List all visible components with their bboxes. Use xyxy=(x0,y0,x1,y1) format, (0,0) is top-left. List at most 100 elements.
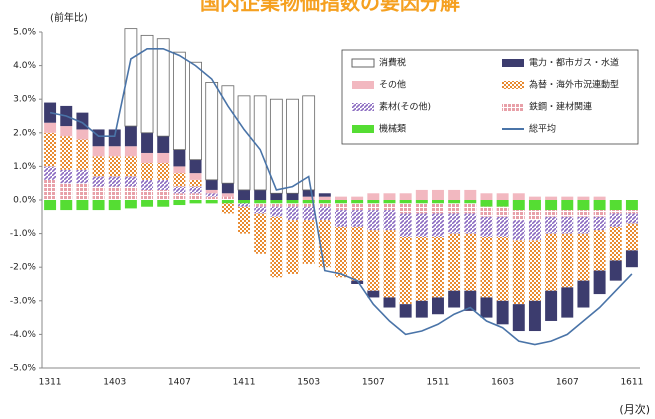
bar-segment xyxy=(221,183,234,194)
bar-segment xyxy=(351,226,364,281)
bar-segment xyxy=(157,200,170,207)
bar-segment xyxy=(141,189,154,200)
bar-segment xyxy=(480,206,493,217)
bar-segment xyxy=(415,189,428,200)
bar-segment xyxy=(157,163,170,180)
bar-segment xyxy=(124,200,137,209)
bar-segment xyxy=(76,183,89,200)
bar-segment xyxy=(431,236,444,298)
legend-label: その他 xyxy=(379,79,406,91)
bar-segment xyxy=(383,193,396,200)
bar-segment xyxy=(302,189,315,197)
x-tick-label: 1411 xyxy=(233,378,256,388)
bar-segment xyxy=(625,200,638,211)
bar-segment xyxy=(496,236,509,301)
bar-segment xyxy=(60,169,73,184)
bar-segment xyxy=(157,189,170,200)
bar-segment xyxy=(528,200,541,211)
y-tick-label: -2.0% xyxy=(10,263,37,273)
bar-segment xyxy=(286,206,299,221)
bar-segment xyxy=(302,95,316,191)
bar-segment xyxy=(528,220,541,241)
y-tick-label: 3.0% xyxy=(13,95,36,105)
x-tick-label: 1503 xyxy=(297,378,320,388)
bar-segment xyxy=(496,216,509,237)
bar-segment xyxy=(270,203,283,207)
bar-segment xyxy=(189,159,202,174)
bar-segment xyxy=(221,193,234,197)
bar-segment xyxy=(496,193,509,200)
bar-segment xyxy=(124,126,137,147)
bar-segment xyxy=(415,203,428,214)
legend-swatch xyxy=(352,125,374,133)
bar-segment xyxy=(464,200,477,204)
bar-segment xyxy=(173,193,186,200)
bar-segment xyxy=(286,200,299,204)
bar-segment xyxy=(108,146,121,157)
bar-segment xyxy=(512,193,525,200)
bar-segment xyxy=(399,193,412,200)
bar-segment xyxy=(545,210,558,217)
bar-segment xyxy=(577,280,590,308)
bar-segment xyxy=(545,196,558,200)
legend-label: 機械類 xyxy=(379,123,406,135)
bar-segment xyxy=(593,200,606,211)
bar-segment xyxy=(448,213,461,234)
bar-segment xyxy=(609,260,622,281)
bar-segment xyxy=(124,156,137,177)
bar-segment xyxy=(189,61,202,161)
bar-segment xyxy=(302,220,315,264)
bar-segment xyxy=(448,203,461,214)
bar-segment xyxy=(254,203,267,207)
bar-segment xyxy=(431,200,444,204)
x-tick-label: 1511 xyxy=(427,378,450,388)
bar-segment xyxy=(561,196,574,200)
y-tick-label: 2.0% xyxy=(13,128,36,138)
x-axis-label: (月次) xyxy=(619,402,650,416)
bar-segment xyxy=(237,95,251,191)
x-tick-label: 1407 xyxy=(168,378,191,388)
bar-segment xyxy=(108,200,121,211)
bar-segment xyxy=(124,146,137,157)
bar-segment xyxy=(431,203,444,214)
bar-segment xyxy=(205,200,218,204)
bar-segment xyxy=(464,233,477,291)
bar-segment xyxy=(335,196,347,200)
bar-segment xyxy=(254,213,267,254)
bar-segment xyxy=(577,196,590,200)
bar-segment xyxy=(399,213,412,237)
bar-segment xyxy=(156,38,170,137)
bar-segment xyxy=(302,200,315,204)
legend-label: 為替・海外市況連動型 xyxy=(529,79,619,91)
bar-segment xyxy=(76,112,89,130)
x-tick-label: 1311 xyxy=(39,378,62,388)
bar-segment xyxy=(464,213,477,234)
bar-segment xyxy=(561,210,574,217)
bar-segment xyxy=(625,250,638,268)
x-tick-label: 1507 xyxy=(362,378,385,388)
bar-segment xyxy=(221,203,234,214)
bar-segment xyxy=(173,200,186,206)
bar-segment xyxy=(189,186,202,194)
bar-segment xyxy=(415,300,428,318)
bar-segment xyxy=(480,297,493,318)
bar-segment xyxy=(205,196,218,200)
bar-segment xyxy=(172,51,186,151)
bar-segment xyxy=(593,270,606,295)
bar-segment xyxy=(269,98,283,194)
bar-segment xyxy=(528,196,541,200)
bar-segment xyxy=(431,297,444,315)
bar-segment xyxy=(399,203,412,214)
bar-segment xyxy=(157,136,170,153)
bar-segment xyxy=(270,200,283,204)
bar-segment xyxy=(383,230,396,298)
legend-label: 素材(その他) xyxy=(379,101,431,113)
bar-segment xyxy=(512,220,525,241)
bar-segment xyxy=(76,129,89,140)
bar-segment xyxy=(238,206,251,234)
bar-segment xyxy=(561,233,574,288)
bar-segment xyxy=(173,149,186,167)
legend-box xyxy=(341,49,639,145)
bar-segment xyxy=(238,189,251,200)
